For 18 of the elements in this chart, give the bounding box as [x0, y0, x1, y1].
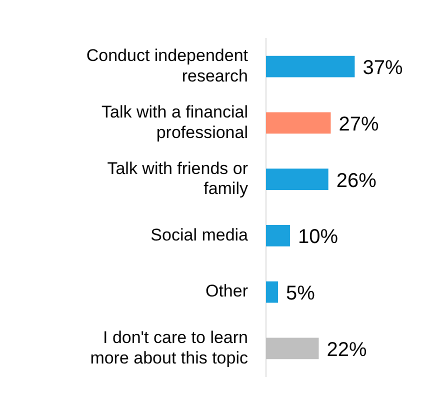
y-tick-label: Social media	[150, 225, 249, 244]
bar	[266, 168, 328, 190]
data-label: 27%	[338, 113, 379, 136]
bar	[266, 224, 290, 246]
bar	[266, 112, 331, 134]
data-label: 26%	[336, 170, 377, 192]
data-label: 37%	[362, 57, 403, 80]
y-tick-label: Other	[205, 282, 248, 301]
y-tick-label: Talk with friends or family	[107, 158, 248, 198]
data-label: 10%	[298, 226, 338, 248]
y-tick-label: I don't care to learn more about this topic	[90, 328, 248, 368]
data-label: 5%	[286, 282, 316, 305]
bar	[266, 56, 355, 78]
bar	[266, 281, 278, 303]
y-tick-label: Conduct independent research	[86, 46, 248, 86]
data-label: 22%	[326, 338, 367, 361]
y-tick-label: Talk with a financial professional	[102, 102, 248, 142]
bar	[266, 338, 319, 360]
